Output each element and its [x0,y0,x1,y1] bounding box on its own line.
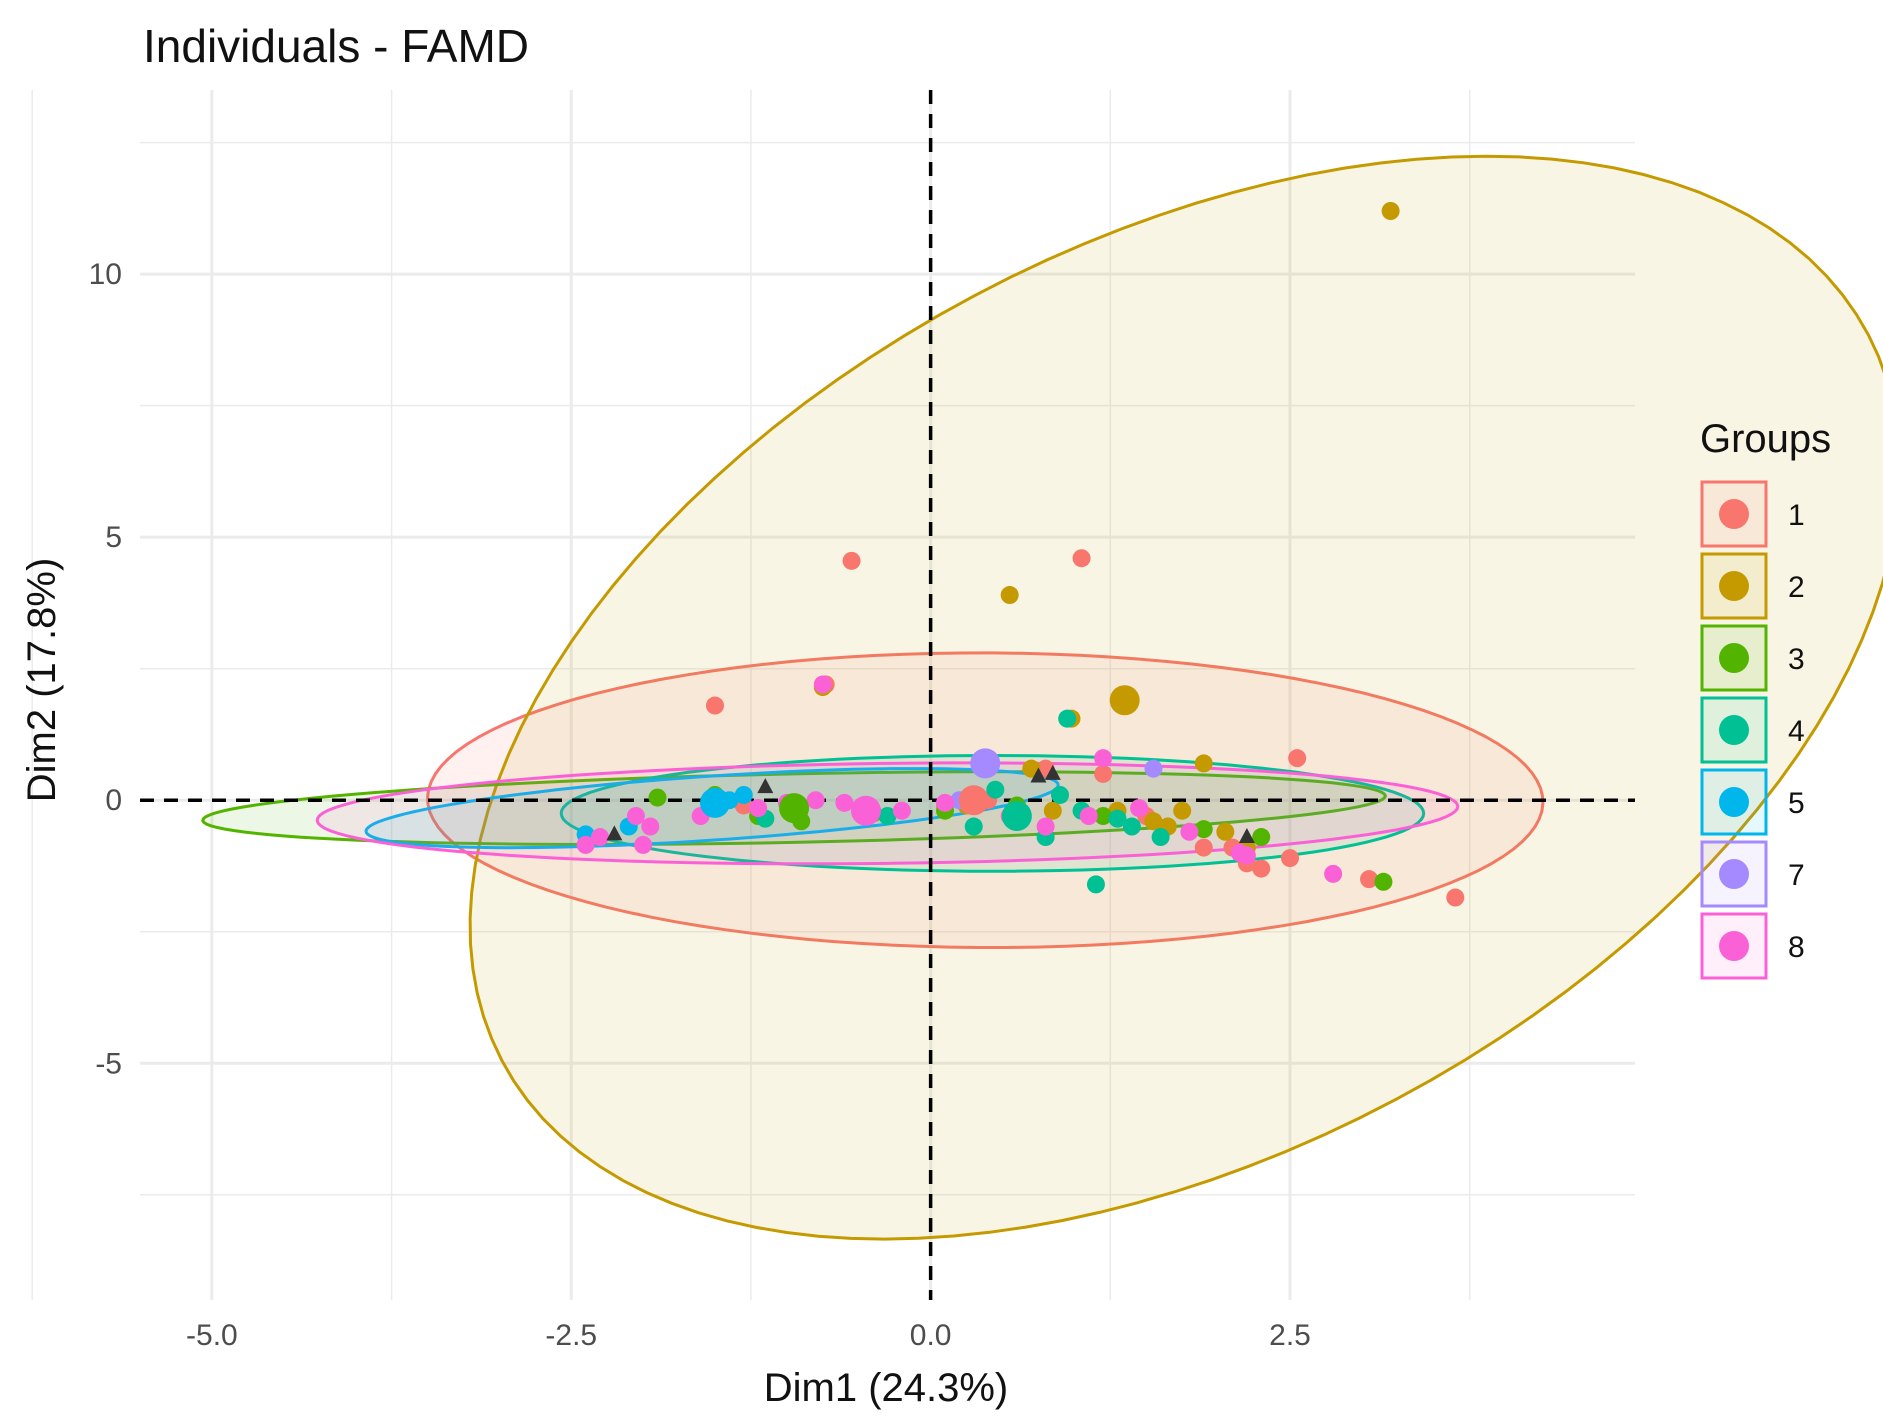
x-tick-label: 0.0 [910,1319,952,1352]
point-group-8 [892,801,911,820]
legend-marker-7 [1719,859,1749,889]
point-group-2 [1043,801,1062,820]
point-group-8 [634,835,653,854]
centroid-group-8 [850,795,881,826]
legend-label-7: 7 [1788,859,1805,892]
centroid-marker [1030,767,1047,783]
legend-label-1: 1 [1788,499,1805,532]
point-group-5 [734,785,753,804]
centroid-marker [1238,828,1255,844]
y-tick-label: -5 [95,1047,122,1080]
point-group-8 [1180,822,1199,841]
centroid-marker [1044,764,1061,780]
point-group-8 [1237,846,1256,865]
legend-marker-1 [1719,499,1749,529]
point-group-1 [1194,838,1213,857]
point-group-1 [842,551,861,570]
point-group-3 [648,788,667,807]
centroid-group-5 [700,787,730,818]
centroid-group-7 [970,748,1001,779]
chart-title: Individuals - FAMD [143,20,529,72]
legend-label-8: 8 [1788,931,1805,964]
centroid-marker [757,778,774,794]
point-group-3 [1374,872,1393,891]
legend: Groups 1 2 3 4 5 7 8 [1700,417,1831,980]
x-tick-label: -5.0 [186,1319,238,1352]
legend-label-3: 3 [1788,643,1805,676]
point-group-2 [1173,801,1192,820]
centroid-group-4 [1001,801,1032,831]
point-group-8 [813,675,832,694]
y-tick-label: 0 [105,784,122,817]
point-group-8 [576,835,595,854]
point-group-8 [591,828,609,847]
legend-marker-8 [1719,931,1749,961]
centroid-group-1 [958,785,989,816]
legend-marker-2 [1719,571,1749,601]
point-group-8 [1036,817,1055,836]
point-group-4 [878,807,897,825]
point-group-8 [749,799,768,818]
legend-label-2: 2 [1788,571,1805,604]
x-axis-title: Dim1 (24.3%) [764,1366,1009,1410]
centroid-group-2 [1109,685,1140,716]
legend-marker-4 [1719,715,1749,745]
point-group-4 [1058,709,1077,728]
point-group-1 [1288,749,1307,768]
point-group-4 [1086,875,1105,894]
y-axis-ticks: -5 0 5 10 [89,258,122,1080]
point-group-4 [964,817,983,836]
point-group-4 [986,780,1005,799]
legend-marker-5 [1719,787,1749,817]
point-group-8 [835,793,854,812]
point-group-8 [1130,799,1149,818]
ellipse-group-2 [468,154,1883,1241]
point-group-8 [936,793,954,812]
point-group-2 [1144,812,1163,831]
centroid-group-3 [779,793,810,824]
point-group-7 [1144,759,1163,778]
y-tick-label: 5 [105,521,122,554]
point-group-8 [1094,749,1113,768]
point-group-3 [1194,820,1213,839]
point-group-8 [641,817,660,836]
point-group-1 [1072,549,1091,568]
point-group-2 [1381,202,1400,220]
point-group-1 [1252,859,1271,878]
confidence-ellipses [201,154,1883,1241]
reference-lines [140,90,1635,1300]
point-group-8 [1324,864,1343,883]
x-axis-ticks: -5.0 -2.5 0.0 2.5 [186,1319,1311,1352]
point-group-4 [1108,809,1127,828]
centroid-marker [606,825,623,841]
x-tick-label: 2.5 [1269,1319,1311,1352]
legend-title: Groups [1700,417,1831,461]
point-group-4 [1151,828,1170,847]
y-tick-label: 10 [89,258,122,291]
point-group-3 [1252,828,1271,847]
point-group-8 [806,791,825,810]
point-group-2 [1194,754,1213,773]
point-group-4 [1122,817,1141,836]
point-group-1 [1446,888,1465,907]
legend-label-5: 5 [1788,787,1805,820]
point-group-2 [1000,586,1019,605]
point-group-8 [1079,807,1098,825]
point-group-1 [1360,870,1379,889]
point-group-1 [1281,849,1299,868]
legend-marker-3 [1719,643,1749,673]
point-group-2 [1216,822,1235,841]
point-group-1 [1094,764,1113,783]
y-axis-title: Dim2 (17.8%) [20,558,64,803]
point-group-4 [1051,785,1069,804]
point-group-3 [1094,807,1113,825]
x-tick-label: -2.5 [545,1319,597,1352]
point-group-8 [626,807,645,825]
point-group-1 [706,696,724,715]
legend-label-4: 4 [1788,715,1805,748]
group-centroids [606,685,1255,844]
